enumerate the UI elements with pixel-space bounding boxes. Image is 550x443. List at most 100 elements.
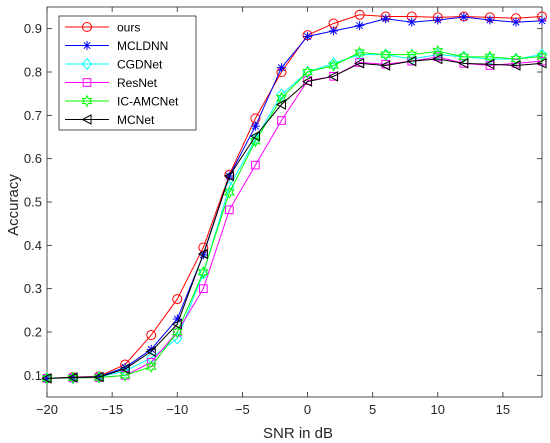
legend-marker: [81, 57, 93, 71]
legend-item: IC-AMCNet: [65, 95, 179, 109]
legend-label: MCLDNN: [117, 39, 168, 53]
y-tick-label: 0.2: [24, 325, 42, 340]
data-point: [485, 15, 495, 25]
data-point: [93, 371, 104, 383]
legend-label: MCNet: [117, 113, 155, 127]
data-point: [459, 12, 469, 22]
data-point: [172, 327, 182, 337]
legend-label: ResNet: [117, 76, 158, 90]
data-point: [536, 58, 547, 69]
data-point: [301, 76, 313, 87]
x-tick-label: 5: [369, 402, 376, 417]
legend-item: CGDNet: [65, 58, 163, 72]
y-tick-label: 0.9: [24, 21, 42, 36]
x-tick-label: −15: [101, 402, 123, 417]
legend-marker: [82, 78, 92, 87]
legend-marker: [82, 41, 92, 50]
data-point: [407, 17, 417, 27]
legend: ours MCLDNN CGDNet ResNet IC-AMCNet MCNet: [58, 15, 197, 131]
data-point: [381, 14, 391, 24]
legend-marker: [82, 22, 92, 32]
data-point: [172, 314, 182, 324]
legend-label: CGDNet: [117, 58, 163, 72]
data-point: [276, 88, 287, 101]
data-point: [303, 31, 313, 41]
data-point: [432, 53, 443, 65]
data-point: [406, 55, 417, 67]
data-point: [275, 99, 287, 110]
x-tick-label: 15: [496, 402, 510, 417]
data-point: [328, 57, 339, 70]
y-tick-label: 0.5: [24, 195, 42, 210]
data-point: [67, 372, 78, 383]
y-tick-label: 0.7: [24, 108, 42, 123]
data-point: [406, 48, 418, 62]
x-tick-label: −20: [36, 402, 58, 417]
data-point: [172, 294, 183, 305]
data-point: [223, 170, 234, 182]
data-point: [537, 16, 547, 26]
y-tick-label: 0.1: [24, 368, 42, 383]
legend-marker: [81, 94, 93, 108]
y-tick-label: 0.6: [24, 151, 42, 166]
data-point: [355, 21, 365, 31]
legend-item: ours: [65, 21, 140, 35]
data-point: [433, 15, 443, 25]
y-axis-label: Accuracy: [5, 174, 22, 236]
data-point: [484, 58, 495, 70]
data-point: [458, 58, 469, 69]
legend-box: [58, 15, 197, 131]
data-point: [119, 363, 130, 375]
data-point: [251, 160, 260, 170]
data-point: [510, 60, 521, 71]
x-tick-label: 0: [304, 402, 311, 417]
data-point: [225, 205, 234, 215]
data-point: [145, 360, 157, 374]
y-tick-label: 0.3: [24, 281, 42, 296]
data-point: [146, 330, 157, 341]
data-point: [511, 17, 521, 27]
data-point: [145, 346, 156, 357]
data-point: [120, 363, 130, 373]
series-layer: [41, 9, 548, 385]
data-point: [302, 65, 314, 79]
data-point: [329, 26, 339, 36]
data-point: [41, 373, 52, 384]
data-point: [198, 284, 208, 293]
data-point: [250, 121, 260, 131]
data-point: [275, 91, 287, 105]
data-point: [536, 48, 548, 61]
series-mcnet: [41, 53, 547, 384]
data-point: [354, 9, 365, 20]
legend-item: MCLDNN: [65, 39, 168, 53]
data-point: [328, 71, 339, 82]
data-point: [380, 48, 392, 62]
data-point: [146, 351, 157, 365]
data-point: [328, 59, 340, 72]
data-point: [354, 58, 365, 69]
legend-label: IC-AMCNet: [117, 95, 179, 109]
data-point: [510, 52, 522, 66]
data-point: [249, 130, 260, 142]
data-point: [458, 50, 470, 64]
x-tick-label: −5: [235, 402, 250, 417]
data-point: [171, 318, 182, 330]
y-tick-label: 0.8: [24, 65, 42, 80]
data-point: [354, 46, 366, 59]
y-tick-label: 0.4: [24, 238, 42, 253]
axes: −20 −15 −10 −5 0 5 10 15 0.1 0.2 0.3 0.4 0.5 0.6 0.7 0.…: [24, 7, 542, 417]
data-point: [197, 248, 208, 260]
x-tick-label: 10: [431, 402, 445, 417]
data-point: [197, 265, 209, 279]
data-point: [380, 60, 391, 71]
legend-item: MCNet: [65, 113, 155, 127]
data-point: [276, 63, 286, 73]
x-tick-label: −10: [166, 402, 188, 417]
legend-item: ResNet: [65, 76, 158, 90]
legend-label: ours: [117, 21, 140, 35]
data-point: [536, 50, 548, 63]
legend-marker: [81, 114, 92, 125]
data-point: [277, 116, 286, 125]
x-axis-label: SNR in dB: [263, 425, 333, 442]
